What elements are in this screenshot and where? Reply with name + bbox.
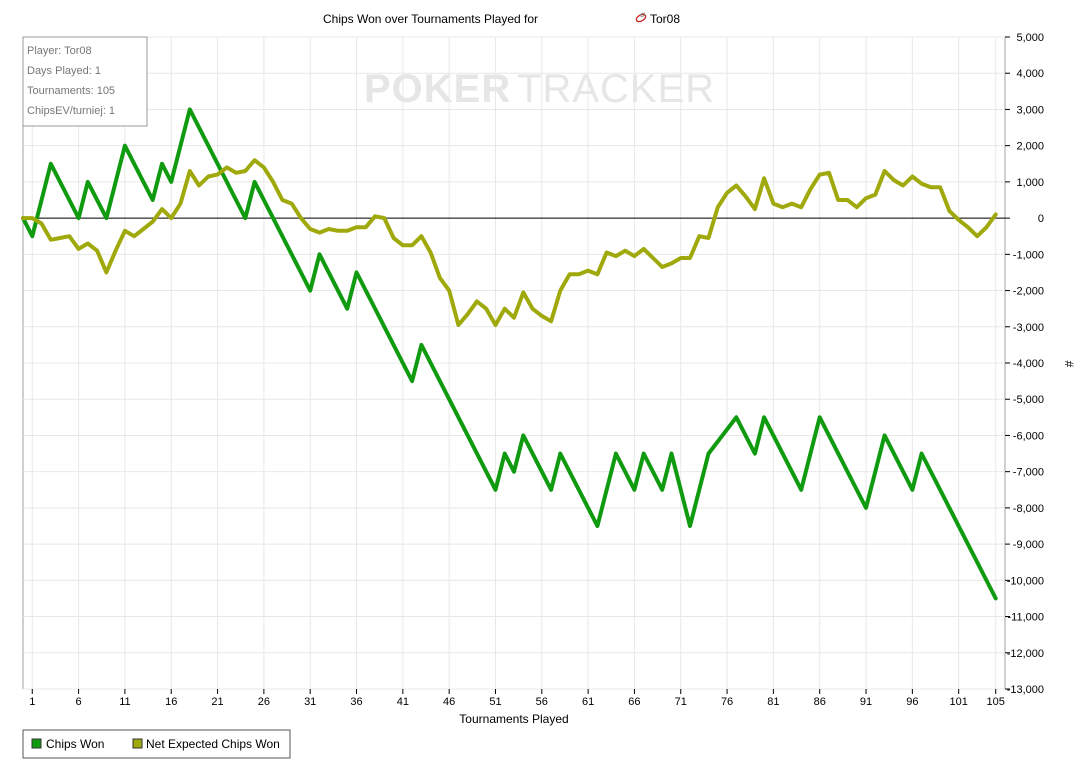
x-tick-label: 91: [860, 696, 872, 708]
y-tick-label: -9,000: [1013, 539, 1044, 551]
x-tick-label: 41: [397, 696, 409, 708]
y-tick-label: -3,000: [1013, 322, 1044, 334]
legend-item-net-expected[interactable]: Net Expected Chips Won: [132, 737, 280, 751]
series-line-net-expected-chips-won: [21, 158, 998, 327]
y-tick-label: -5,000: [1013, 394, 1044, 406]
y-tick-label: -7,000: [1013, 467, 1044, 479]
legend-label-chips-won: Chips Won: [46, 737, 104, 751]
x-tick-label: 66: [628, 696, 640, 708]
info-player: Player: Tor08: [27, 45, 92, 57]
y-tick-label: 0: [1038, 213, 1044, 225]
watermark-left: POKER: [364, 67, 511, 111]
x-tick-label: 76: [721, 696, 733, 708]
poker-chip-icon: [635, 12, 647, 23]
x-tick-label: 46: [443, 696, 455, 708]
x-tick-label: 96: [906, 696, 918, 708]
watermark-logo: POKER TRACKER: [364, 67, 715, 111]
series-line-chips-won: [21, 107, 998, 601]
legend-label-net-expected: Net Expected Chips Won: [146, 737, 280, 751]
info-days-played: Days Played: 1: [27, 65, 101, 77]
x-tick-label: 86: [814, 696, 826, 708]
x-tick-label: 6: [76, 696, 82, 708]
y-axis-label: #: [1062, 361, 1076, 368]
legend: Chips Won Net Expected Chips Won: [22, 729, 291, 759]
y-tick-label: -2,000: [1013, 286, 1044, 298]
chart-title-player: Tor08: [650, 12, 680, 26]
y-tick-label: 3,000: [1016, 104, 1044, 116]
x-tick-label: 36: [350, 696, 362, 708]
y-tick-label: -11,000: [1008, 612, 1045, 624]
y-tick-label: -4,000: [1013, 358, 1044, 370]
series-layer: [21, 107, 998, 601]
y-tick-label: -13,000: [1007, 684, 1044, 696]
y-tick-label: -1,000: [1013, 249, 1044, 261]
y-tick-label: 4,000: [1016, 68, 1044, 80]
x-tick-label: 105: [987, 696, 1005, 708]
y-tick-label: -10,000: [1007, 575, 1044, 587]
info-box: Player: Tor08 Days Played: 1 Tournaments…: [22, 36, 148, 127]
x-tick-label: 61: [582, 696, 594, 708]
info-tournaments: Tournaments: 105: [27, 85, 115, 97]
x-axis-label: Tournaments Played: [459, 712, 568, 726]
x-tick-label: 21: [211, 696, 223, 708]
x-tick-label: 101: [949, 696, 967, 708]
legend-swatch-net-expected: [132, 738, 143, 749]
x-tick-label: 71: [675, 696, 687, 708]
info-chips-ev: ChipsEV/turniej: 1: [27, 105, 115, 117]
y-tick-label: 5,000: [1016, 32, 1044, 44]
legend-swatch-chips-won: [31, 738, 42, 749]
y-axis: 5,000 4,000 3,000 2,000 1,000 0 -1,000 -2,000 -3…: [1005, 32, 1044, 696]
x-tick-label: 56: [536, 696, 548, 708]
x-tick-label: 1: [29, 696, 35, 708]
x-tick-label: 51: [489, 696, 501, 708]
legend-item-chips-won[interactable]: Chips Won: [31, 737, 104, 751]
y-tick-label: -8,000: [1013, 503, 1044, 515]
x-tick-label: 11: [119, 696, 130, 708]
y-tick-label: -6,000: [1013, 430, 1044, 442]
y-tick-label: 2,000: [1016, 141, 1044, 153]
x-tick-label: 81: [767, 696, 779, 708]
watermark-right: TRACKER: [517, 67, 715, 111]
y-tick-label: 1,000: [1016, 177, 1044, 189]
chart-title: Chips Won over Tournaments Played for: [323, 12, 538, 26]
x-tick-label: 31: [304, 696, 316, 708]
y-tick-label: -12,000: [1007, 648, 1044, 660]
x-axis: 1 6 11 16 21 26 31 36 41 46 51 56 61 66 71 76 81 86 91 96 10…: [29, 689, 1005, 708]
x-tick-label: 26: [258, 696, 270, 708]
x-tick-label: 16: [165, 696, 177, 708]
